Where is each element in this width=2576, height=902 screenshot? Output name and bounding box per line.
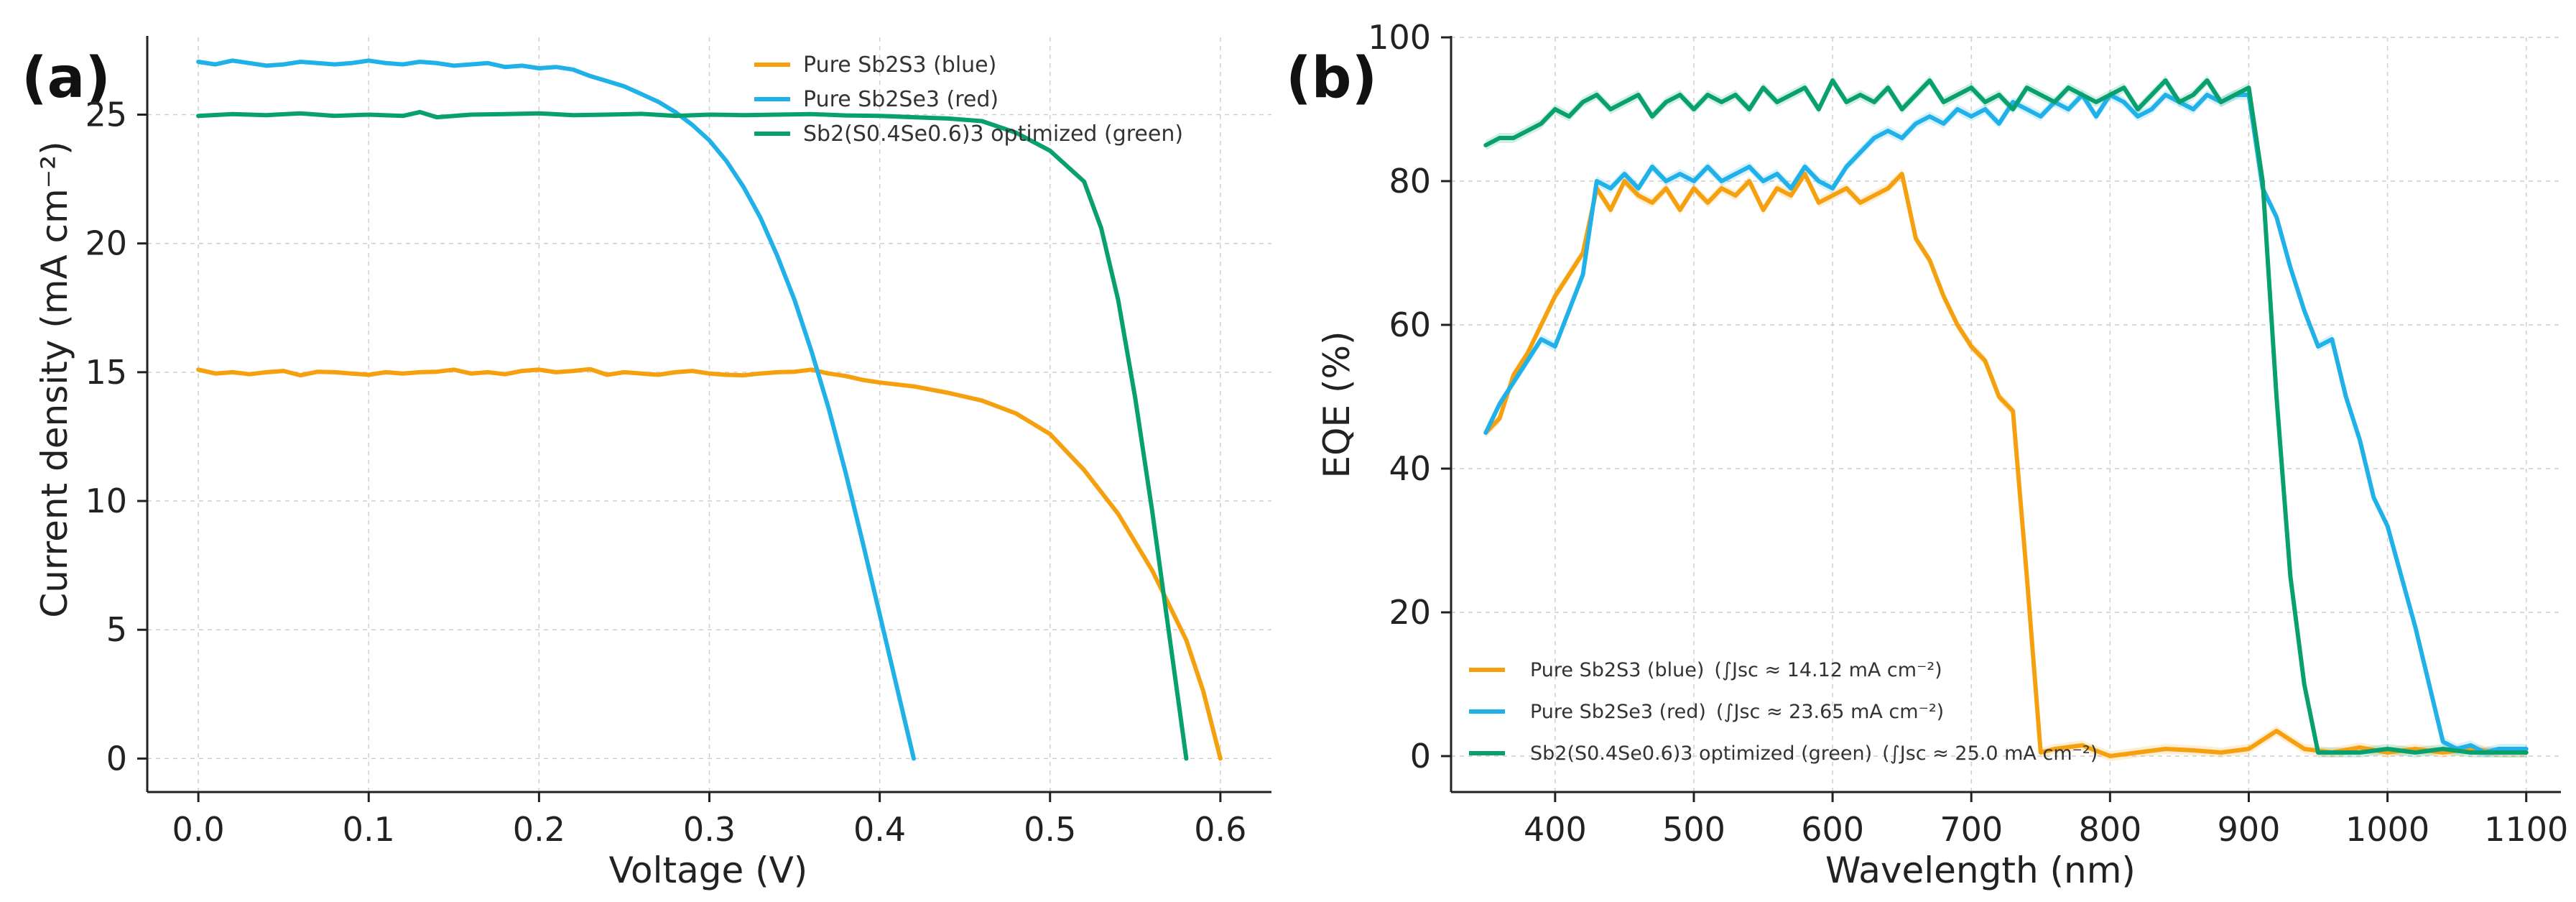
panel-a-legend-label-1: Pure Sb2Se3 (red) [803, 87, 999, 112]
panel-b-x-tick-label-2: 600 [1801, 810, 1864, 849]
panel-a-y-tick-label-0: 0 [106, 739, 127, 778]
panel-a-grid [147, 37, 1271, 792]
panel-b-legend-jsc-0: (∫Jsc ≈ 14.12 mA cm⁻²) [1714, 659, 1942, 681]
panel-b-x-tick-label-0: 400 [1524, 810, 1587, 849]
panel-b-axes [1450, 36, 2561, 793]
panel-a-label: (a) [22, 46, 111, 111]
panel-a-y-ticks: 0 5 10 15 20 25 [85, 96, 147, 778]
panel-a-x-tick-label-1: 0.1 [343, 810, 395, 849]
panel-b-series-line-1 [1483, 93, 2529, 755]
panel-b-series [1483, 78, 2529, 758]
panel-b-legend-name-1: Pure Sb2Se3 (red) [1530, 701, 1706, 723]
panel-b-legend-name-2: Sb2(S0.4Se0.6)3 optimized (green) [1530, 742, 1872, 765]
panel-b-y-tick-label-4: 80 [1389, 162, 1431, 201]
panel-a-legend: Pure Sb2S3 (blue) Pure Sb2Se3 (red) Sb2(… [754, 52, 1183, 147]
panel-a-legend-label-0: Pure Sb2S3 (blue) [803, 52, 996, 78]
panel-a-y-tick-label-1: 5 [106, 610, 127, 649]
panel-a-legend-label-2: Sb2(S0.4Se0.6)3 optimized (green) [803, 121, 1183, 147]
panel-b-grid [1451, 37, 2561, 792]
panel-b-legend-jsc-2: (∫Jsc ≈ 25.0 mA cm⁻²) [1882, 742, 2098, 765]
panel-a-y-tick-label-3: 15 [85, 353, 127, 392]
panel-b-legend-label-1: Pure Sb2Se3 (red) (∫Jsc ≈ 23.65 mA cm⁻²) [1530, 701, 1944, 723]
panel-b-x-axis-title: Wavelength (nm) [1825, 850, 2136, 891]
panel-a-x-axis-title: Voltage (V) [609, 850, 808, 891]
panel-b-x-tick-label-6: 1000 [2345, 810, 2429, 849]
panel-b-y-tick-label-0: 0 [1410, 737, 1431, 776]
panel-b-series-band-2 [1486, 75, 2526, 758]
panel-b-y-axis-title: EQE (%) [1316, 331, 1358, 479]
panel-b-legend-jsc-1: (∫Jsc ≈ 23.65 mA cm⁻²) [1716, 701, 1944, 723]
panel-a-x-ticks: 0.0 0.1 0.2 0.3 0.4 0.5 0.6 [172, 792, 1246, 849]
panel-a-y-tick-label-5: 25 [85, 96, 127, 134]
panel-b-x-tick-label-1: 500 [1662, 810, 1725, 849]
panel-b-legend: Pure Sb2S3 (blue) (∫Jsc ≈ 14.12 mA cm⁻²) … [1469, 659, 2098, 765]
panel-b-label: (b) [1286, 46, 1377, 111]
panel-b-y-ticks: 0 20 40 60 80 100 [1368, 18, 1451, 776]
panel-b-legend-label-0: Pure Sb2S3 (blue) (∫Jsc ≈ 14.12 mA cm⁻²) [1530, 659, 1942, 681]
panel-b-bands [1486, 75, 2526, 761]
panel-b-x-tick-label-5: 900 [2218, 810, 2281, 849]
panel-a-series-line-0 [196, 367, 1223, 761]
panel-b-x-tick-label-7: 1100 [2484, 810, 2568, 849]
panel-b-series-band-1 [1486, 90, 2526, 758]
panel-a-x-tick-label-3: 0.3 [683, 810, 736, 849]
panel-b-series-line-2 [1483, 78, 2529, 755]
panel-a-chart: (a) 0.0 0.1 0.2 0.3 0.4 0.5 0.6 0 5 10 15 20 25 Vol… [22, 36, 1271, 891]
panel-b-x-tick-label-4: 800 [2078, 810, 2141, 849]
panel-b-legend-name-0: Pure Sb2S3 (blue) [1530, 659, 1704, 681]
panel-b-x-tick-label-3: 700 [1940, 810, 2003, 849]
panel-a-x-tick-label-6: 0.6 [1194, 810, 1246, 849]
panel-b-series-line-0 [1483, 172, 2529, 758]
panel-b-y-tick-label-3: 60 [1389, 305, 1431, 344]
panel-b-y-tick-label-2: 40 [1389, 449, 1431, 488]
panel-b-y-tick-label-1: 20 [1389, 593, 1431, 632]
panel-a-series [196, 58, 1223, 761]
panel-a-series-line-1 [196, 58, 916, 761]
panel-a-x-tick-label-2: 0.2 [513, 810, 565, 849]
panel-a-y-axis-title: Current density (mA cm⁻²) [34, 141, 75, 617]
panel-a-y-tick-label-2: 10 [85, 482, 127, 520]
panel-b-x-ticks: 400 500 600 700 800 900 1000 1100 [1524, 792, 2568, 849]
panel-a-x-tick-label-4: 0.4 [853, 810, 906, 849]
panel-b-chart: (b) 400 500 600 700 800 900 1000 1100 0 20 40 60 80… [1286, 18, 2568, 891]
panel-a-x-tick-label-5: 0.5 [1024, 810, 1076, 849]
panel-a-series-line-2 [196, 109, 1189, 761]
panel-a-y-tick-label-4: 20 [85, 224, 127, 263]
panel-b-legend-label-2: Sb2(S0.4Se0.6)3 optimized (green) (∫Jsc ≈… [1530, 742, 2098, 765]
panel-b-y-tick-label-5: 100 [1368, 18, 1431, 57]
panel-a-x-tick-label-0: 0.0 [172, 810, 225, 849]
